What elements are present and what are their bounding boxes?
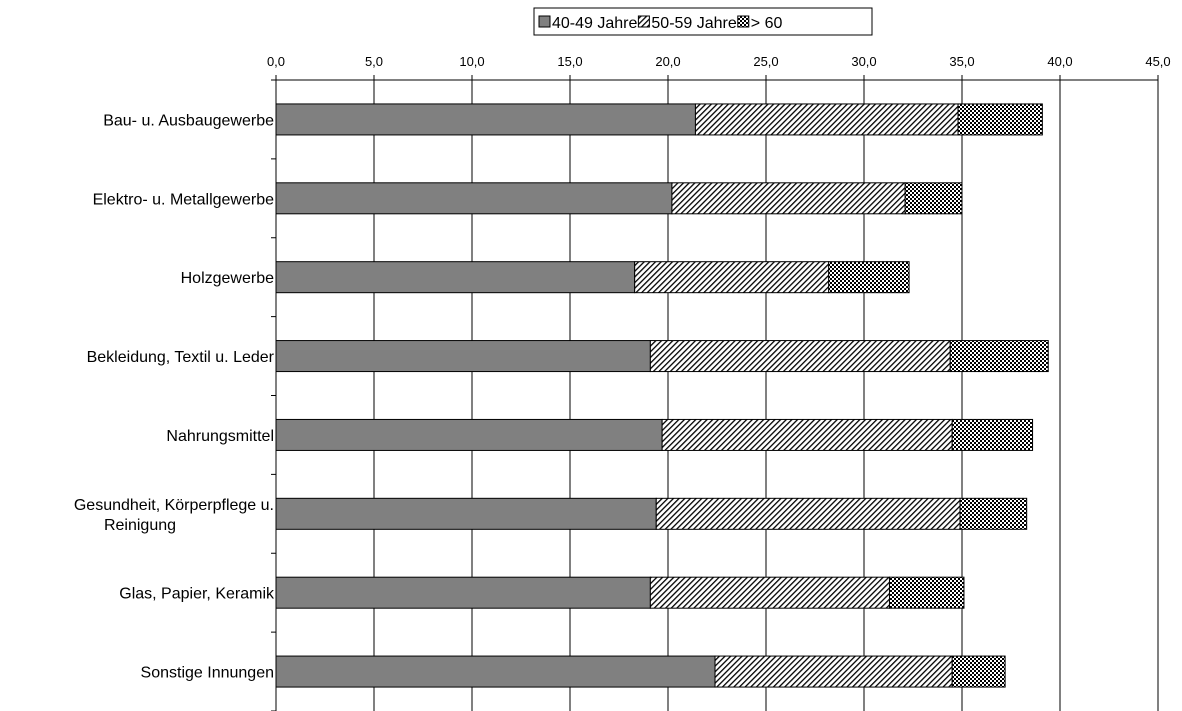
bar-segment [275,103,696,136]
category-label: Reinigung [104,517,176,534]
gridlines [275,80,1159,711]
x-tick-label: 20,0 [655,54,680,69]
bar-segment [275,182,673,215]
bar-segment [649,340,951,373]
y-axis [271,79,277,711]
bar-segment [671,182,906,215]
x-axis-ticks: 0,0 5,0 10,0 15,0 20,0 25,0 30,0 35,0 40,0 45,0 [267,54,1171,81]
category-label: Bekleidung, Textil u. Leder [87,349,275,366]
bar-segment [828,261,910,294]
legend-box [533,7,873,36]
bar-segment [655,497,961,530]
bar-segment [694,103,959,136]
category-label: Nahrungsmittel [166,428,274,445]
x-tick-label: 30,0 [851,54,876,69]
bar-segment [888,576,965,609]
bar-segment [275,418,663,451]
bar-segment [634,261,830,294]
category-label: Gesundheit, Körperpflege u. [74,497,274,514]
x-tick-label: 35,0 [949,54,974,69]
bar-segment [904,182,963,215]
legend-swatch [737,15,750,28]
bar-segment [714,655,953,688]
x-tick-label: 45,0 [1145,54,1170,69]
legend-label: 50-59 Jahre [651,15,736,32]
x-tick-label: 10,0 [459,54,484,69]
x-tick-label: 5,0 [365,54,383,69]
bar-segment [275,576,651,609]
category-label: Glas, Papier, Keramik [119,586,275,603]
bars [275,103,1049,688]
category-label: Bau- u. Ausbaugewerbe [103,112,274,129]
bar-segment [661,418,953,451]
x-tick-label: 0,0 [267,54,285,69]
bar-segment [275,497,657,530]
legend-label: 40-49 Jahre [552,15,637,32]
legend: 40-49 Jahre 50-59 Jahre > 60 [533,7,873,36]
bar-segment [957,103,1043,136]
x-tick-label: 25,0 [753,54,778,69]
legend-swatch [538,15,551,28]
category-labels: Bau- u. Ausbaugewerbe Elektro- u. Metallg… [74,112,275,681]
x-tick-label: 15,0 [557,54,582,69]
category-label: Holzgewerbe [181,270,274,287]
bar-segment [275,655,716,688]
category-label: Elektro- u. Metallgewerbe [93,191,275,208]
legend-swatch [637,15,650,28]
bar-segment [959,497,1028,530]
bar-segment [949,340,1049,373]
bar-segment [275,261,636,294]
bar-segment [275,340,651,373]
bar-segment [649,576,890,609]
legend-label: > 60 [751,15,783,32]
bar-segment [951,655,1006,688]
bar-segment [951,418,1034,451]
x-tick-label: 40,0 [1047,54,1072,69]
category-label: Sonstige Innungen [141,665,274,682]
